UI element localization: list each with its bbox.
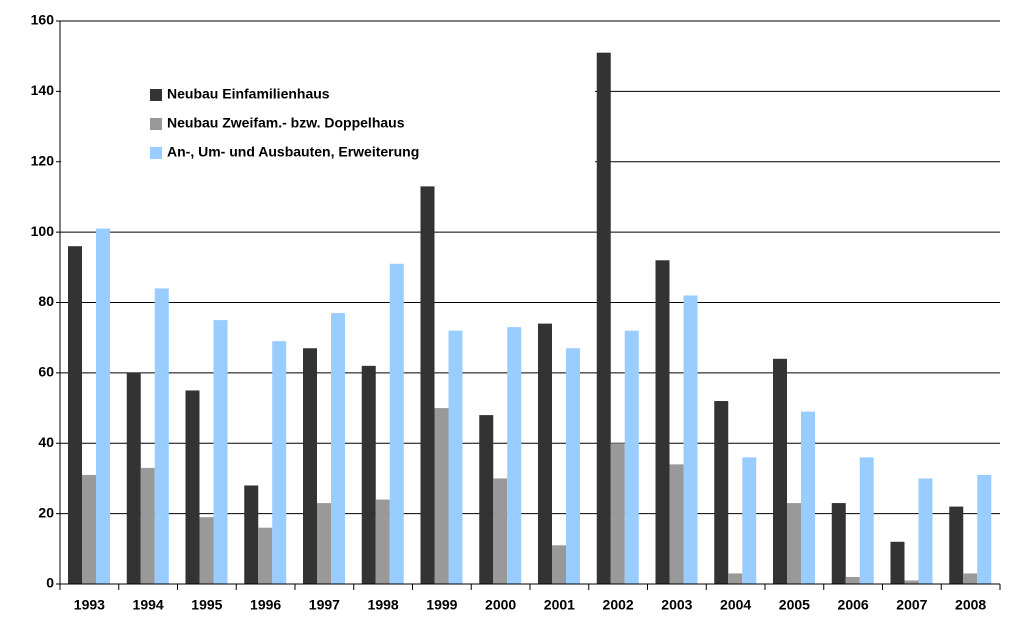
bar — [199, 517, 214, 584]
bar — [213, 320, 228, 584]
bar — [389, 263, 404, 584]
x-tick-label: 2003 — [661, 597, 692, 613]
bar — [479, 415, 494, 584]
bar — [361, 365, 376, 584]
bar — [552, 545, 566, 584]
bar — [904, 580, 919, 584]
bar — [538, 323, 552, 584]
bar — [82, 474, 96, 584]
x-tick-label: 1993 — [74, 597, 105, 613]
y-tick-label: 40 — [38, 434, 54, 450]
x-tick-label: 1998 — [368, 597, 399, 613]
bar — [507, 327, 522, 584]
bar — [918, 478, 933, 584]
legend-label: Neubau Einfamilienhaus — [167, 86, 330, 102]
x-tick-label: 2001 — [544, 597, 575, 613]
bar — [493, 478, 508, 584]
bar — [801, 411, 815, 584]
bar — [624, 330, 639, 584]
bar — [977, 474, 992, 584]
y-tick-label: 60 — [38, 364, 54, 380]
y-tick-label: 120 — [31, 152, 55, 168]
bar — [859, 457, 874, 584]
legend-swatch — [150, 118, 162, 130]
bar — [683, 295, 698, 584]
y-tick-label: 0 — [46, 575, 54, 591]
bar — [566, 348, 580, 584]
bar — [303, 348, 317, 584]
x-tick-label: 1999 — [426, 597, 457, 613]
x-tick-label: 1994 — [133, 597, 164, 613]
bar — [154, 288, 169, 584]
bar — [845, 576, 860, 584]
x-tick-label: 2000 — [485, 597, 516, 613]
x-tick-label: 2008 — [955, 597, 986, 613]
bar — [742, 457, 757, 584]
x-tick-label: 2002 — [603, 597, 634, 613]
x-tick-label: 1996 — [250, 597, 281, 613]
y-tick-label: 80 — [38, 293, 54, 309]
bar — [787, 503, 801, 584]
bar — [890, 541, 905, 584]
bar — [714, 401, 729, 584]
x-tick-label: 2007 — [896, 597, 927, 613]
bar — [96, 228, 110, 584]
legend-label: Neubau Zweifam.- bzw. Doppelhaus — [167, 115, 405, 131]
bar — [126, 372, 141, 584]
y-tick-label: 140 — [31, 82, 55, 98]
bar — [831, 503, 846, 584]
x-tick-label: 2006 — [838, 597, 869, 613]
bar — [272, 341, 287, 584]
bar — [610, 443, 625, 584]
legend-swatch — [150, 89, 162, 101]
x-tick-label: 2004 — [720, 597, 751, 613]
bar — [655, 260, 670, 584]
bar — [728, 573, 743, 584]
x-tick-label: 1997 — [309, 597, 340, 613]
bar — [244, 485, 259, 584]
bar — [669, 464, 684, 584]
legend-label: An-, Um- und Ausbauten, Erweiterung — [167, 144, 419, 160]
bar — [140, 467, 155, 584]
bar — [420, 186, 435, 584]
y-tick-label: 160 — [31, 12, 55, 28]
bar — [434, 408, 449, 584]
bar — [258, 527, 273, 584]
bar — [596, 52, 611, 584]
bar — [773, 358, 787, 584]
bar — [949, 506, 964, 584]
bar — [963, 573, 978, 584]
bar — [68, 246, 82, 584]
x-tick-label: 2005 — [779, 597, 810, 613]
bar — [331, 313, 345, 584]
y-tick-label: 20 — [38, 504, 54, 520]
bar — [317, 503, 331, 584]
bar — [375, 499, 390, 584]
y-tick-label: 100 — [31, 223, 55, 239]
legend-swatch — [150, 147, 162, 159]
bar — [448, 330, 463, 584]
bar — [185, 390, 200, 584]
x-tick-label: 1995 — [191, 597, 222, 613]
